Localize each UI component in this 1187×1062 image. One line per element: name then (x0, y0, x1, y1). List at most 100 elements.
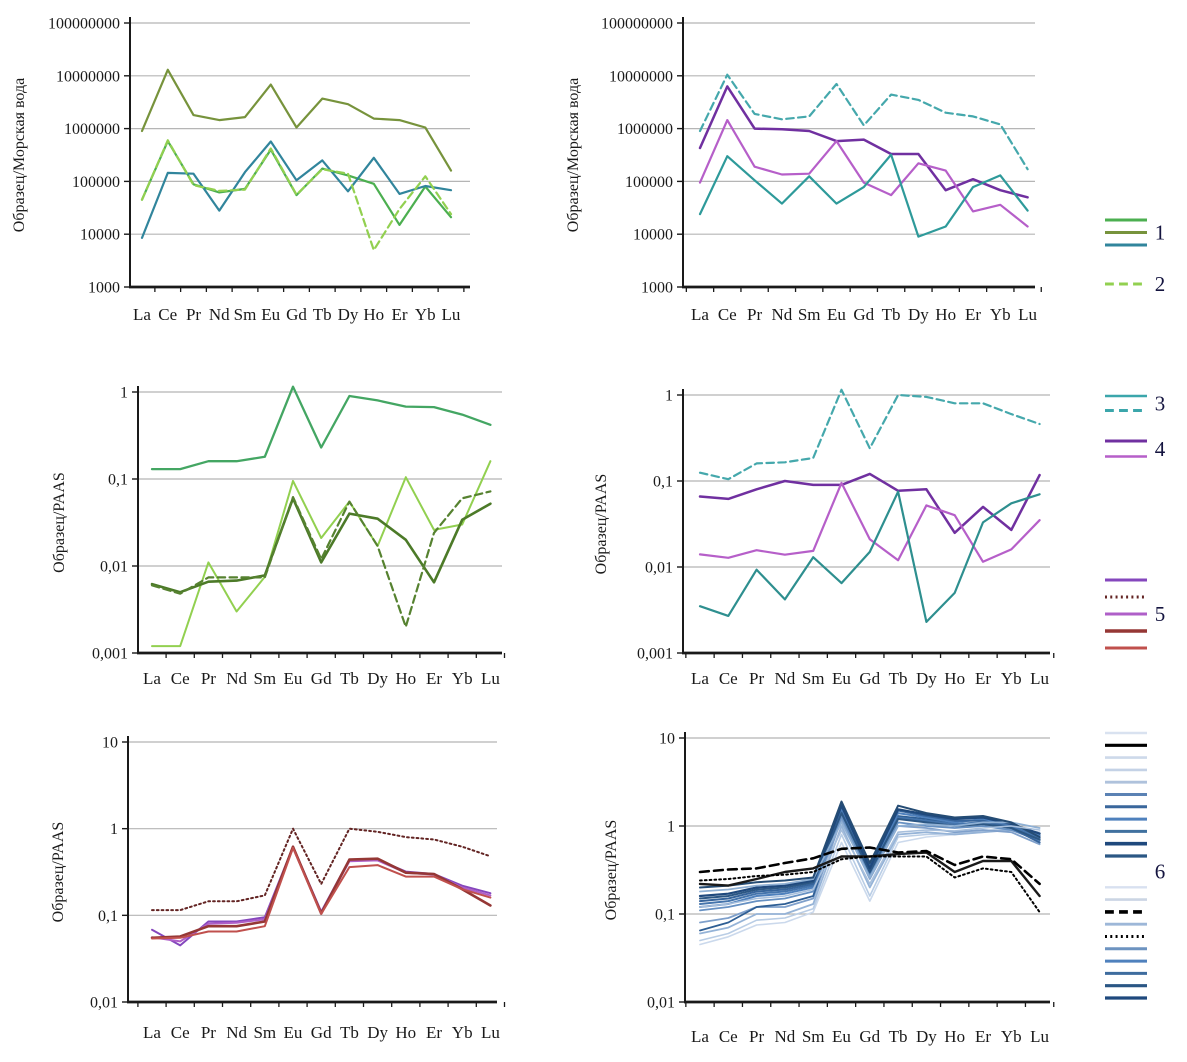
x-category-label: Pr (201, 1023, 216, 1042)
x-category-label: Sm (802, 1027, 825, 1046)
y-tick-label: 1 (120, 385, 128, 402)
x-category-label: Tb (882, 305, 901, 324)
x-category-label: Gd (859, 669, 880, 688)
x-category-label: Yb (452, 1023, 473, 1042)
x-category-label: La (691, 305, 709, 324)
y-tick-label: 0,1 (108, 472, 128, 489)
x-category-label: Gd (286, 305, 307, 324)
x-category-label: La (143, 1023, 161, 1042)
x-category-label: Nd (775, 669, 796, 688)
x-category-label: Er (391, 305, 407, 324)
x-category-label: Er (975, 1027, 991, 1046)
x-category-label: Yb (990, 305, 1011, 324)
series-group3-teal-dashed (698, 388, 1041, 481)
chart-seawater-right: 100000000 10000000 1000000 100000 10000 1000 L… (565, 16, 1042, 324)
x-category-label: Gd (311, 669, 332, 688)
y-axis-title: Образец/PAAS (593, 474, 610, 575)
x-category-label: Ho (935, 305, 956, 324)
legend-entry-6: 6 (1105, 731, 1166, 1000)
series-group5-violet (151, 845, 492, 947)
y-axis-title: Образец/PAAS (51, 472, 68, 573)
x-category-label: La (691, 669, 709, 688)
x-category-label: Lu (1030, 669, 1049, 688)
x-category-label: Yb (1001, 1027, 1022, 1046)
series-group6-blue-12 (699, 821, 1041, 893)
series-group5-red-orange (151, 846, 492, 940)
x-category-label: Dy (338, 305, 359, 324)
legend: 1 2 3 4 5 6 (1105, 218, 1166, 1000)
x-category-label: Er (426, 1023, 442, 1042)
series-group3-teal-solid (698, 490, 1041, 624)
x-category-label: Pr (749, 1027, 764, 1046)
x-category-label: Tb (889, 669, 908, 688)
y-tick-label: 1 (110, 821, 118, 838)
y-tick-label: 0,1 (653, 474, 673, 491)
y-tick-label: 1 (665, 388, 673, 405)
chart-paas-mid-left: 1 0,1 0,01 0,001 La Ce Pr Nd Sm Eu Gd Tb Dy Ho Er Yb Lu О… (51, 385, 506, 688)
x-category-label: Lu (1018, 305, 1037, 324)
series-group5-maroon-dotted (151, 827, 492, 912)
x-category-label: Er (426, 669, 442, 688)
x-category-label: Ho (395, 1023, 416, 1042)
legend-entry-label: 2 (1155, 272, 1166, 296)
y-tick-label: 100000000 (48, 16, 120, 33)
legend-entry-label: 4 (1155, 437, 1166, 461)
series-group2-light-green (151, 460, 492, 648)
y-tick-label: 100000 (625, 174, 673, 191)
x-category-label: La (133, 305, 151, 324)
x-category-label: Er (965, 305, 981, 324)
y-axis-title: Образец/PAAS (603, 820, 620, 921)
series-group6-blue-14 (699, 825, 1041, 908)
y-tick-label: 1 (667, 819, 675, 836)
chart-paas-bottom-right: 10 1 0,1 0,01 La Ce Pr Nd Sm Eu Gd Tb Dy Ho Er Yb Lu Обра… (603, 731, 1055, 1046)
x-category-label: Ce (718, 305, 737, 324)
x-category-label: Lu (481, 1023, 500, 1042)
legend-entry-label: 5 (1155, 602, 1166, 626)
x-category-label: Nd (772, 305, 793, 324)
x-category-label: Gd (853, 305, 874, 324)
series-reference-black-dotted (699, 855, 1041, 914)
x-category-label: Tb (889, 1027, 908, 1046)
x-category-label: La (143, 669, 161, 688)
x-category-label: Lu (481, 669, 500, 688)
x-category-label: Tb (340, 669, 359, 688)
legend-entry-4: 4 (1105, 437, 1166, 461)
series-group3-teal-solid (698, 153, 1029, 238)
y-axis-title: Образец/Морская вода (11, 78, 28, 232)
x-category-label: Er (975, 669, 991, 688)
x-category-label: Ho (944, 669, 965, 688)
series-group1-green (140, 140, 453, 226)
x-category-label: Eu (832, 1027, 851, 1046)
y-tick-label: 1000 (88, 280, 120, 297)
x-category-label: Dy (916, 1027, 937, 1046)
series-group2-dark-green-dashed (150, 490, 492, 628)
x-category-label: Sm (802, 669, 825, 688)
x-category-label: Gd (311, 1023, 332, 1042)
legend-entry-label: 6 (1155, 860, 1166, 884)
x-category-label: Tb (313, 305, 332, 324)
legend-entry-label: 3 (1155, 391, 1166, 415)
x-category-label: Eu (284, 1023, 303, 1042)
y-axis-title: Образец/PAAS (50, 822, 67, 923)
legend-entry-2: 2 (1105, 272, 1165, 296)
y-tick-label: 0,01 (100, 559, 128, 576)
x-category-label: La (691, 1027, 709, 1046)
x-category-label: Sm (798, 305, 821, 324)
series-group4-purple (698, 472, 1041, 535)
series-group4-magenta (698, 481, 1041, 563)
x-category-label: Yb (415, 305, 436, 324)
chart-paas-mid-right: 1 0,1 0,01 0,001 La Ce Pr Nd Sm Eu Gd Tb Dy Ho Er Yb Lu О… (593, 388, 1055, 688)
x-category-label: Lu (1030, 1027, 1049, 1046)
legend-entry-5: 5 (1105, 578, 1166, 650)
x-category-label: Lu (442, 305, 461, 324)
y-tick-label: 10 (659, 731, 675, 748)
x-category-label: Yb (1001, 669, 1022, 688)
x-category-label: Sm (253, 1023, 276, 1042)
y-tick-label: 100000000 (601, 16, 673, 33)
series-group5-dark-red (150, 845, 492, 940)
y-tick-label: 1000000 (64, 121, 120, 138)
x-category-label: Eu (284, 669, 303, 688)
x-category-label: Pr (186, 305, 201, 324)
chart-paas-bottom-left: 10 1 0,1 0,01 La Ce Pr Nd Sm Eu Gd Tb Dy Ho Er Yb Lu Обра… (50, 735, 506, 1042)
